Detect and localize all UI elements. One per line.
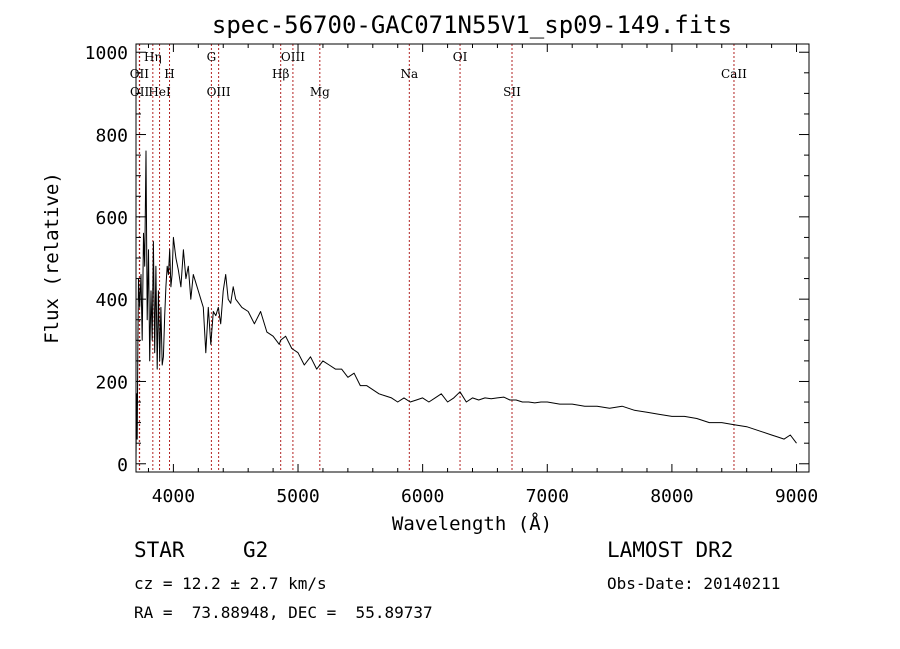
ra-dec: RA = 73.88948, DEC = 55.89737 xyxy=(134,603,433,622)
y-tick-label: 1000 xyxy=(85,43,128,64)
line-marker-label: H xyxy=(164,67,174,81)
survey-name: LAMOST DR2 xyxy=(607,538,734,562)
spectrum-series xyxy=(135,150,797,460)
line-marker-label: Hβ xyxy=(272,67,289,81)
y-axis-label: Flux (relative) xyxy=(41,172,63,344)
line-marker-label: G xyxy=(207,50,217,64)
line-marker-label: OI xyxy=(453,50,468,64)
redshift-cz: cz = 12.2 ± 2.7 km/s xyxy=(134,574,327,593)
line-marker-label: OIII xyxy=(207,85,231,99)
x-tick-label: 7000 xyxy=(526,486,569,507)
y-tick-label: 200 xyxy=(95,372,128,393)
axis-ticks: 4000 5000 6000 7000 8000 9000 0 200 400 600 800 100… xyxy=(85,43,819,507)
line-marker-label: SII xyxy=(503,85,521,99)
line-marker-label: HeI xyxy=(148,85,171,99)
y-tick-label: 400 xyxy=(95,290,128,311)
x-tick-label: 8000 xyxy=(650,486,693,507)
obs-date: Obs-Date: 20140211 xyxy=(607,574,781,593)
line-marker-label: OIII xyxy=(281,50,305,64)
chart-title: spec-56700-GAC071N55V1_sp09-149.fits xyxy=(212,11,732,39)
y-tick-label: 600 xyxy=(95,208,128,229)
line-marker-label: Hη xyxy=(144,50,162,64)
plot-frame xyxy=(135,43,810,473)
x-tick-label: 9000 xyxy=(775,486,818,507)
line-marker-label: CaII xyxy=(721,67,747,81)
y-tick-label: 800 xyxy=(95,126,128,147)
x-axis-label: Wavelength (Å) xyxy=(392,512,552,535)
line-marker-label: Na xyxy=(400,67,418,81)
line-marker-label: OII xyxy=(130,85,150,99)
object-subclass: G2 xyxy=(243,538,269,562)
line-marker-label: Mg xyxy=(310,85,330,99)
spectrum-line-0 xyxy=(135,150,797,460)
x-tick-label: 6000 xyxy=(401,486,444,507)
object-class: STAR xyxy=(134,538,185,562)
x-tick-label: 4000 xyxy=(152,486,195,507)
y-tick-label: 0 xyxy=(117,455,128,476)
x-tick-label: 5000 xyxy=(276,486,319,507)
